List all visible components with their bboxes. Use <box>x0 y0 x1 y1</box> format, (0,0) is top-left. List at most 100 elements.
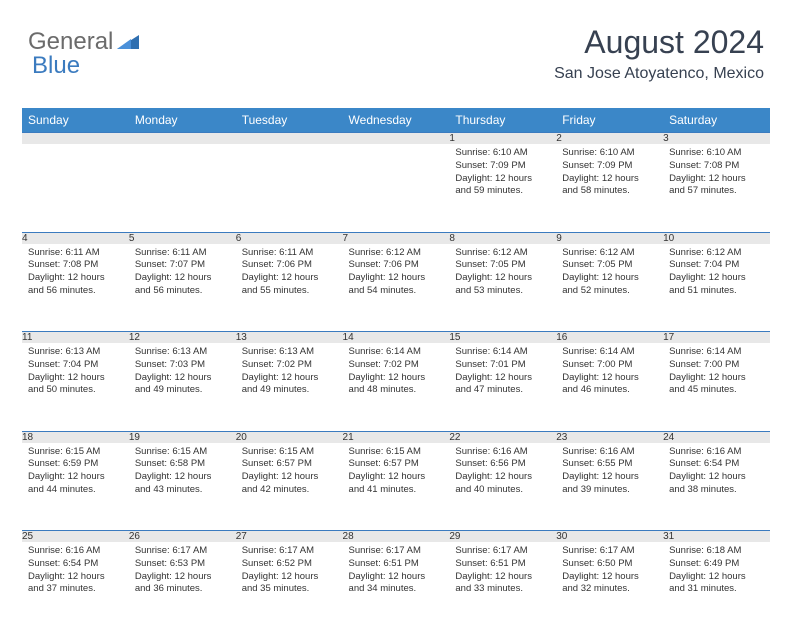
day-details: Sunrise: 6:14 AMSunset: 7:00 PMDaylight:… <box>663 343 770 403</box>
logo-text-blue: Blue <box>32 52 80 79</box>
day-details: Sunrise: 6:13 AMSunset: 7:03 PMDaylight:… <box>129 343 236 403</box>
day-cell: Sunrise: 6:12 AMSunset: 7:04 PMDaylight:… <box>663 244 770 332</box>
weekday-header: Friday <box>556 108 663 133</box>
day-detail-row: Sunrise: 6:11 AMSunset: 7:08 PMDaylight:… <box>22 244 770 332</box>
day-cell: Sunrise: 6:13 AMSunset: 7:02 PMDaylight:… <box>236 343 343 431</box>
day-details: Sunrise: 6:16 AMSunset: 6:54 PMDaylight:… <box>22 542 129 602</box>
day-number-cell: 19 <box>129 431 236 443</box>
day-details: Sunrise: 6:10 AMSunset: 7:09 PMDaylight:… <box>449 144 556 204</box>
day-cell: Sunrise: 6:17 AMSunset: 6:53 PMDaylight:… <box>129 542 236 630</box>
day-cell: Sunrise: 6:11 AMSunset: 7:06 PMDaylight:… <box>236 244 343 332</box>
day-details: Sunrise: 6:16 AMSunset: 6:56 PMDaylight:… <box>449 443 556 503</box>
day-number-cell: 21 <box>343 431 450 443</box>
day-details: Sunrise: 6:17 AMSunset: 6:51 PMDaylight:… <box>449 542 556 602</box>
weekday-header: Thursday <box>449 108 556 133</box>
day-cell: Sunrise: 6:16 AMSunset: 6:55 PMDaylight:… <box>556 443 663 531</box>
day-number-cell: 26 <box>129 531 236 543</box>
day-number-cell: 20 <box>236 431 343 443</box>
day-details: Sunrise: 6:14 AMSunset: 7:00 PMDaylight:… <box>556 343 663 403</box>
location-text: San Jose Atoyatenco, Mexico <box>554 65 764 83</box>
day-cell <box>236 144 343 232</box>
day-number-cell: 29 <box>449 531 556 543</box>
day-cell: Sunrise: 6:11 AMSunset: 7:08 PMDaylight:… <box>22 244 129 332</box>
day-cell: Sunrise: 6:17 AMSunset: 6:52 PMDaylight:… <box>236 542 343 630</box>
day-number-cell: 25 <box>22 531 129 543</box>
day-number-cell: 4 <box>22 232 129 244</box>
day-details: Sunrise: 6:14 AMSunset: 7:02 PMDaylight:… <box>343 343 450 403</box>
day-details: Sunrise: 6:17 AMSunset: 6:53 PMDaylight:… <box>129 542 236 602</box>
logo-triangle-icon <box>117 28 139 56</box>
header: August 2024 San Jose Atoyatenco, Mexico <box>554 24 764 83</box>
day-details: Sunrise: 6:13 AMSunset: 7:04 PMDaylight:… <box>22 343 129 403</box>
day-details: Sunrise: 6:11 AMSunset: 7:08 PMDaylight:… <box>22 244 129 304</box>
day-cell: Sunrise: 6:13 AMSunset: 7:04 PMDaylight:… <box>22 343 129 431</box>
day-cell: Sunrise: 6:16 AMSunset: 6:54 PMDaylight:… <box>22 542 129 630</box>
day-details: Sunrise: 6:15 AMSunset: 6:57 PMDaylight:… <box>343 443 450 503</box>
day-details: Sunrise: 6:10 AMSunset: 7:08 PMDaylight:… <box>663 144 770 204</box>
day-details: Sunrise: 6:13 AMSunset: 7:02 PMDaylight:… <box>236 343 343 403</box>
day-number-row: 25262728293031 <box>22 531 770 543</box>
day-details: Sunrise: 6:10 AMSunset: 7:09 PMDaylight:… <box>556 144 663 204</box>
weekday-header: Monday <box>129 108 236 133</box>
day-details: Sunrise: 6:12 AMSunset: 7:04 PMDaylight:… <box>663 244 770 304</box>
day-number-cell: 16 <box>556 332 663 344</box>
day-details: Sunrise: 6:11 AMSunset: 7:06 PMDaylight:… <box>236 244 343 304</box>
day-cell: Sunrise: 6:15 AMSunset: 6:57 PMDaylight:… <box>236 443 343 531</box>
day-details: Sunrise: 6:12 AMSunset: 7:06 PMDaylight:… <box>343 244 450 304</box>
day-details: Sunrise: 6:16 AMSunset: 6:55 PMDaylight:… <box>556 443 663 503</box>
day-cell: Sunrise: 6:14 AMSunset: 7:00 PMDaylight:… <box>663 343 770 431</box>
day-detail-row: Sunrise: 6:10 AMSunset: 7:09 PMDaylight:… <box>22 144 770 232</box>
day-number-cell <box>22 133 129 145</box>
day-cell: Sunrise: 6:13 AMSunset: 7:03 PMDaylight:… <box>129 343 236 431</box>
day-number-cell: 24 <box>663 431 770 443</box>
day-number-row: 11121314151617 <box>22 332 770 344</box>
day-number-row: 123 <box>22 133 770 145</box>
day-number-cell: 3 <box>663 133 770 145</box>
day-cell: Sunrise: 6:17 AMSunset: 6:51 PMDaylight:… <box>449 542 556 630</box>
day-number-cell: 2 <box>556 133 663 145</box>
day-details: Sunrise: 6:17 AMSunset: 6:52 PMDaylight:… <box>236 542 343 602</box>
day-number-cell: 18 <box>22 431 129 443</box>
day-cell <box>129 144 236 232</box>
day-details: Sunrise: 6:12 AMSunset: 7:05 PMDaylight:… <box>556 244 663 304</box>
day-detail-row: Sunrise: 6:16 AMSunset: 6:54 PMDaylight:… <box>22 542 770 630</box>
day-cell: Sunrise: 6:17 AMSunset: 6:50 PMDaylight:… <box>556 542 663 630</box>
day-number-cell: 23 <box>556 431 663 443</box>
page-title: August 2024 <box>554 24 764 61</box>
day-number-cell <box>129 133 236 145</box>
weekday-header: Wednesday <box>343 108 450 133</box>
day-details: Sunrise: 6:12 AMSunset: 7:05 PMDaylight:… <box>449 244 556 304</box>
day-number-row: 18192021222324 <box>22 431 770 443</box>
day-number-cell: 13 <box>236 332 343 344</box>
day-detail-row: Sunrise: 6:15 AMSunset: 6:59 PMDaylight:… <box>22 443 770 531</box>
day-number-cell: 9 <box>556 232 663 244</box>
day-number-cell: 14 <box>343 332 450 344</box>
day-details: Sunrise: 6:17 AMSunset: 6:51 PMDaylight:… <box>343 542 450 602</box>
day-cell: Sunrise: 6:17 AMSunset: 6:51 PMDaylight:… <box>343 542 450 630</box>
day-number-cell: 12 <box>129 332 236 344</box>
day-cell <box>343 144 450 232</box>
day-cell <box>22 144 129 232</box>
day-number-row: 45678910 <box>22 232 770 244</box>
day-detail-row: Sunrise: 6:13 AMSunset: 7:04 PMDaylight:… <box>22 343 770 431</box>
day-cell: Sunrise: 6:12 AMSunset: 7:05 PMDaylight:… <box>556 244 663 332</box>
day-details: Sunrise: 6:14 AMSunset: 7:01 PMDaylight:… <box>449 343 556 403</box>
day-cell: Sunrise: 6:15 AMSunset: 6:57 PMDaylight:… <box>343 443 450 531</box>
weekday-header: Saturday <box>663 108 770 133</box>
day-details: Sunrise: 6:16 AMSunset: 6:54 PMDaylight:… <box>663 443 770 503</box>
day-cell: Sunrise: 6:15 AMSunset: 6:58 PMDaylight:… <box>129 443 236 531</box>
day-cell: Sunrise: 6:10 AMSunset: 7:09 PMDaylight:… <box>449 144 556 232</box>
day-number-cell <box>343 133 450 145</box>
day-number-cell: 10 <box>663 232 770 244</box>
day-cell: Sunrise: 6:18 AMSunset: 6:49 PMDaylight:… <box>663 542 770 630</box>
day-number-cell: 1 <box>449 133 556 145</box>
day-details: Sunrise: 6:15 AMSunset: 6:58 PMDaylight:… <box>129 443 236 503</box>
day-cell: Sunrise: 6:14 AMSunset: 7:02 PMDaylight:… <box>343 343 450 431</box>
day-number-cell: 15 <box>449 332 556 344</box>
day-cell: Sunrise: 6:14 AMSunset: 7:01 PMDaylight:… <box>449 343 556 431</box>
day-details: Sunrise: 6:15 AMSunset: 6:59 PMDaylight:… <box>22 443 129 503</box>
day-cell: Sunrise: 6:16 AMSunset: 6:56 PMDaylight:… <box>449 443 556 531</box>
day-number-cell: 31 <box>663 531 770 543</box>
day-number-cell: 27 <box>236 531 343 543</box>
day-number-cell: 6 <box>236 232 343 244</box>
